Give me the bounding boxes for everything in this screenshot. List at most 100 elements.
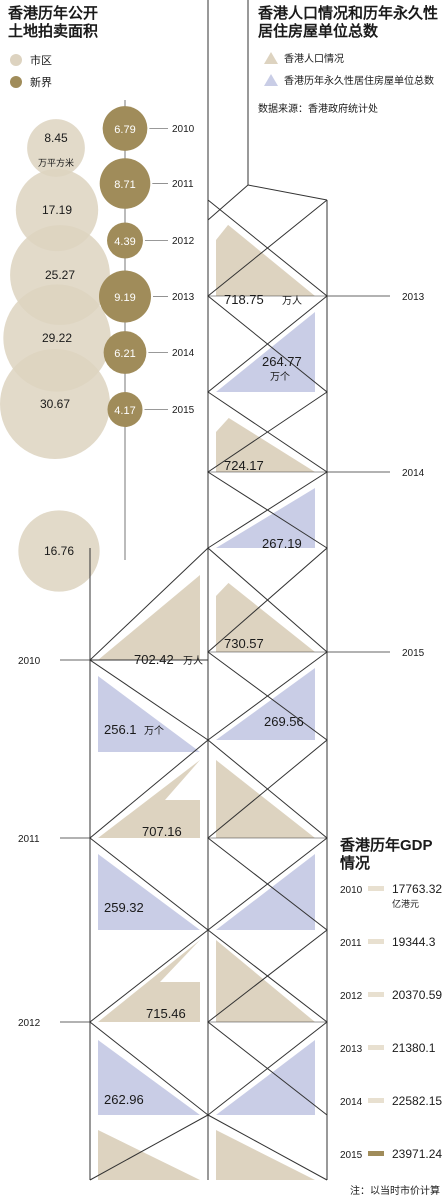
pop-area-2012	[98, 940, 200, 1022]
lattice-line-3	[89, 547, 209, 1181]
house-area-2011	[98, 854, 200, 930]
population-title-line2: 居住房屋单位总数	[258, 22, 379, 40]
population-value-2014: 724.17	[224, 458, 264, 473]
deco-r2	[216, 854, 315, 930]
pop-area-2015	[216, 573, 315, 652]
land-year-2010: 2010	[172, 124, 195, 135]
notch-2012	[160, 940, 200, 982]
gdp-unit: 亿港元	[392, 898, 419, 909]
nt-bubble-2015	[107, 391, 143, 428]
urban-bubble-value-2015: 16.76	[44, 544, 74, 558]
legend-urban-swatch	[10, 54, 22, 66]
pop-area-2014	[216, 410, 315, 472]
housing-value-2012: 262.96	[104, 1092, 144, 1107]
urban-bubble-value-2010: 8.45	[44, 131, 68, 145]
gdp-title-line1: 香港历年GDP	[340, 836, 433, 854]
gdp-year-2015: 2015	[340, 1150, 363, 1161]
year-label-2013: 2013	[402, 292, 425, 303]
deco-l5	[98, 1130, 200, 1180]
nt-bubble-value-2012: 4.39	[114, 236, 135, 248]
land-year-2014: 2014	[172, 348, 195, 359]
gdp-year-2011: 2011	[340, 938, 362, 949]
year-label-2015: 2015	[402, 648, 425, 659]
land-year-2015: 2015	[172, 405, 195, 416]
deco-r3	[216, 940, 315, 1022]
year-label-2011: 2011	[18, 834, 40, 845]
gdp-value-2013: 21380.1	[392, 1041, 436, 1055]
land-year-2012: 2012	[172, 236, 195, 247]
nt-bubble-2010	[102, 106, 148, 151]
house-area-2014	[216, 488, 315, 548]
nt-bubble-2013	[99, 270, 151, 323]
notch-2014	[216, 410, 236, 432]
gdp-bar-2010	[368, 886, 384, 891]
population-source: 数据来源：香港政府统计处	[258, 102, 378, 115]
housing-value-2011: 259.32	[104, 900, 144, 915]
land-title-line2: 土地拍卖面积	[8, 22, 98, 40]
notch-2013	[216, 215, 236, 240]
housing-unit-2010: 万个	[144, 725, 164, 737]
top-connector	[207, 184, 249, 221]
population-value-2011: 707.16	[142, 824, 182, 839]
gdp-bar-2015	[368, 1151, 384, 1156]
gdp-value-2011: 19344.3	[392, 935, 436, 949]
pop-area-2013	[216, 215, 315, 296]
notch-2011	[165, 760, 200, 800]
pop-area-2011	[98, 760, 200, 838]
year-label-2014: 2014	[402, 468, 425, 479]
gdp-title-line2: 情况	[340, 854, 370, 872]
lattice-line-2	[247, 184, 328, 201]
land-title-line1: 香港历年公开	[8, 4, 98, 22]
nt-bubble-2011	[99, 158, 151, 209]
housing-value-2010: 256.1	[104, 722, 137, 737]
population-value-2015: 730.57	[224, 636, 264, 651]
land-year-2013: 2013	[172, 292, 195, 303]
year-label-2012: 2012	[18, 1018, 41, 1029]
gdp-bar-2012	[368, 992, 384, 997]
legend-urban-label: 市区	[30, 53, 52, 67]
urban-bubble-value-2013: 29.22	[42, 331, 72, 345]
deco-r1	[216, 760, 315, 838]
nt-bubble-value-2011: 8.71	[114, 179, 135, 191]
gdp-note: 注：以当时市价计算	[350, 1184, 440, 1197]
gdp-year-2014: 2014	[340, 1097, 363, 1108]
gdp-value-2014: 22582.15	[392, 1094, 442, 1108]
urban-unit: 万平方米	[38, 157, 74, 168]
legend-nt-label: 新界	[30, 75, 52, 89]
population-unit-2010: 万人	[183, 655, 203, 667]
gdp-value-2010: 17763.32	[392, 882, 442, 896]
population-title-line1: 香港人口情况和历年永久性	[258, 4, 438, 22]
house-area-2010	[98, 676, 200, 752]
land-year-2011: 2011	[172, 179, 194, 190]
gdp-year-2010: 2010	[340, 885, 363, 896]
gdp-bar-2014	[368, 1098, 384, 1103]
year-label-2010: 2010	[18, 656, 41, 667]
nt-bubble-value-2013: 9.19	[114, 292, 135, 304]
housing-value-2015: 269.56	[264, 714, 304, 729]
notch-2015	[216, 573, 238, 596]
legend-population-label: 香港人口情况	[284, 52, 344, 65]
gdp-bar-2013	[368, 1045, 384, 1050]
deco-r5	[216, 1130, 315, 1180]
nt-bubble-value-2010: 6.79	[114, 124, 135, 136]
legend-housing-swatch	[264, 74, 278, 86]
nt-bubble-value-2014: 6.21	[114, 348, 135, 360]
urban-bubble-value-2014: 30.67	[40, 397, 70, 411]
legend-nt-swatch	[10, 76, 22, 88]
population-value-2013: 718.75	[224, 292, 264, 307]
urban-bubble-2015	[18, 510, 100, 592]
house-area-2015	[216, 668, 315, 740]
urban-bubble-2011	[15, 168, 99, 252]
gdp-value-2012: 20370.59	[392, 988, 442, 1002]
population-value-2012: 715.46	[146, 1006, 186, 1021]
housing-value-2014: 267.19	[262, 536, 302, 551]
pop-area-2010	[98, 575, 200, 660]
gdp-year-2012: 2012	[340, 991, 363, 1002]
housing-value-2013: 264.77	[262, 354, 302, 369]
housing-unit-2013: 万个	[270, 371, 290, 383]
population-unit-2013: 万人	[282, 295, 302, 307]
nt-bubble-2012	[107, 222, 143, 259]
population-value-2010: 702.42	[134, 652, 174, 667]
